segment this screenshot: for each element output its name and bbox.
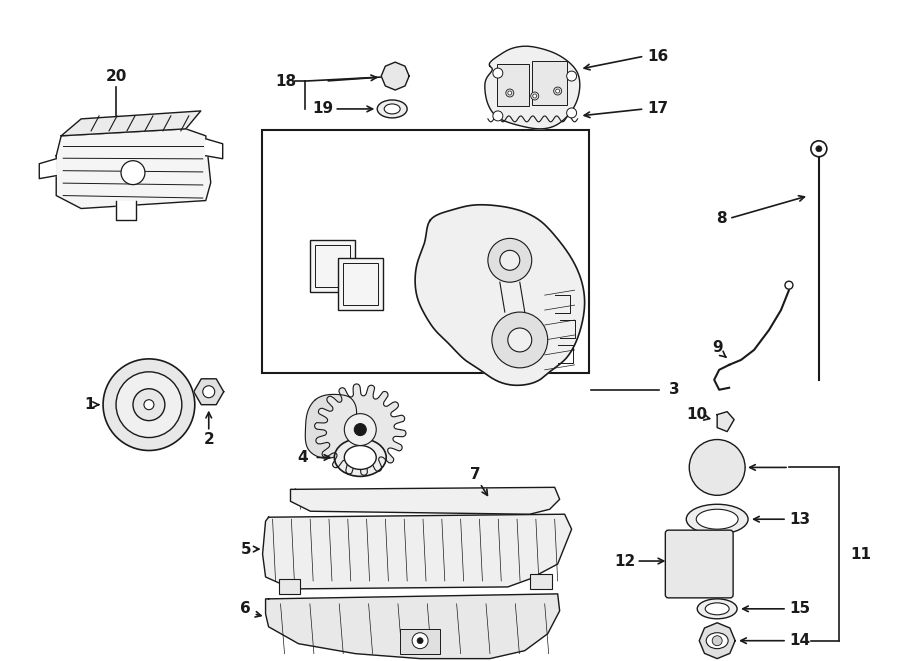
Circle shape	[689, 440, 745, 495]
Circle shape	[816, 146, 822, 152]
Circle shape	[417, 638, 423, 644]
Polygon shape	[415, 205, 585, 385]
Circle shape	[355, 424, 366, 436]
Polygon shape	[485, 46, 580, 129]
Polygon shape	[305, 395, 356, 458]
Circle shape	[567, 71, 577, 81]
Bar	[530, 574, 552, 589]
Bar	[497, 64, 529, 106]
Text: 10: 10	[687, 407, 707, 422]
Text: 9: 9	[712, 340, 723, 356]
Text: 14: 14	[789, 633, 810, 648]
Circle shape	[412, 633, 428, 648]
Circle shape	[508, 328, 532, 352]
Polygon shape	[699, 623, 735, 658]
Text: 15: 15	[789, 602, 810, 616]
Ellipse shape	[687, 504, 748, 534]
Polygon shape	[56, 129, 211, 208]
Text: 8: 8	[716, 211, 726, 226]
Circle shape	[345, 414, 376, 446]
Circle shape	[554, 87, 562, 95]
Ellipse shape	[706, 633, 728, 648]
Text: 20: 20	[105, 69, 127, 83]
Circle shape	[506, 89, 514, 97]
Polygon shape	[266, 594, 560, 658]
Text: 3: 3	[670, 382, 680, 397]
Circle shape	[493, 111, 503, 121]
Ellipse shape	[384, 104, 400, 114]
Text: 4: 4	[297, 450, 308, 465]
Circle shape	[531, 92, 539, 100]
Circle shape	[488, 239, 532, 282]
Polygon shape	[717, 412, 734, 432]
Circle shape	[785, 281, 793, 289]
Text: 13: 13	[789, 512, 810, 527]
Circle shape	[712, 636, 722, 646]
Circle shape	[121, 161, 145, 184]
Circle shape	[567, 108, 577, 118]
Polygon shape	[315, 384, 406, 475]
Circle shape	[116, 372, 182, 438]
Polygon shape	[116, 200, 136, 221]
Circle shape	[493, 68, 503, 78]
Text: 18: 18	[274, 73, 296, 89]
Text: 16: 16	[647, 49, 669, 63]
Text: 12: 12	[614, 553, 635, 568]
Circle shape	[500, 251, 520, 270]
Bar	[400, 629, 440, 654]
Ellipse shape	[345, 446, 376, 469]
Text: 5: 5	[240, 541, 251, 557]
Polygon shape	[382, 62, 410, 90]
Bar	[315, 245, 350, 287]
Circle shape	[133, 389, 165, 420]
Text: 11: 11	[850, 547, 872, 562]
Polygon shape	[206, 139, 222, 159]
Text: 19: 19	[311, 101, 333, 116]
Ellipse shape	[697, 509, 738, 529]
Text: 7: 7	[470, 467, 481, 482]
FancyBboxPatch shape	[665, 530, 734, 598]
Polygon shape	[61, 111, 201, 136]
Circle shape	[144, 400, 154, 410]
Circle shape	[202, 386, 215, 398]
Bar	[343, 263, 378, 305]
Text: 1: 1	[84, 397, 94, 412]
Circle shape	[492, 312, 548, 368]
Ellipse shape	[706, 603, 729, 615]
Circle shape	[104, 359, 194, 451]
Text: 17: 17	[647, 101, 669, 116]
Text: 2: 2	[203, 432, 214, 447]
Bar	[532, 61, 567, 105]
Circle shape	[533, 94, 536, 98]
Polygon shape	[194, 379, 224, 405]
Polygon shape	[263, 514, 572, 589]
Ellipse shape	[698, 599, 737, 619]
Circle shape	[555, 89, 560, 93]
Polygon shape	[40, 159, 56, 178]
Bar	[310, 241, 356, 292]
Ellipse shape	[335, 438, 386, 477]
Circle shape	[508, 91, 512, 95]
Bar	[338, 258, 383, 310]
Text: 6: 6	[240, 602, 251, 616]
Ellipse shape	[377, 100, 407, 118]
Circle shape	[811, 141, 827, 157]
Polygon shape	[291, 487, 560, 514]
Bar	[278, 579, 301, 594]
Bar	[262, 130, 590, 373]
